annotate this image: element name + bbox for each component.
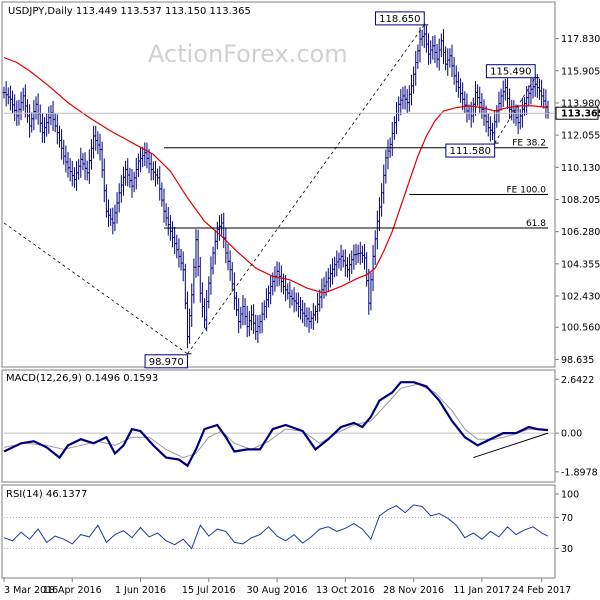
x-axis-label: 13 Oct 2016 (316, 585, 375, 596)
rsi-axis-label: 30 (561, 544, 573, 555)
pivot-label: 115.490 (485, 64, 540, 79)
macd-axis-label: 2.6422 (561, 375, 594, 386)
macd-layer (3, 381, 555, 468)
price-header: USDJPY,Daily 113.449 113.537 113.150 113… (8, 6, 251, 17)
macd-trend-line (473, 432, 549, 459)
macd-line (3, 381, 549, 468)
rsi-axis-label: 70 (561, 513, 573, 524)
x-axis-label: 15 Jul 2016 (182, 585, 236, 596)
macd-axis-label: 0.00 (561, 429, 582, 440)
macd-axis-label: -1.8978 (561, 467, 598, 478)
x-axis-label: 30 Aug 2016 (247, 585, 308, 596)
rsi-header: RSI(14) 46.1377 (6, 489, 87, 500)
x-axis-label: 24 Feb 2017 (512, 585, 571, 596)
price-axis-label: 113.980 (561, 98, 600, 109)
pivot-label: 118.650 (374, 11, 429, 26)
price-axis-label: 104.355 (561, 259, 600, 270)
svg-text:113.365: 113.365 (561, 109, 600, 120)
macd-header: MACD(12,26,9) 0.1496 0.1593 (6, 373, 158, 384)
pivot-label: 98.970 (144, 353, 192, 369)
price-axis-label: 100.560 (561, 323, 600, 334)
price-panel (1, 1, 556, 368)
trend-line (187, 24, 425, 355)
price-axis-label: 117.830 (561, 34, 600, 45)
rsi-panel (1, 484, 556, 579)
price-axis-label: 106.280 (561, 227, 600, 238)
svg-text:118.650: 118.650 (379, 14, 420, 25)
watermark: ActionForex.com (148, 40, 348, 68)
x-axis-label: 28 Nov 2016 (383, 585, 444, 596)
pivot-label: 111.580 (445, 142, 499, 158)
price-axis-label: 112.055 (561, 131, 600, 142)
price-axis-label: 108.205 (561, 195, 600, 206)
level-label: FE 38.2 (512, 139, 546, 149)
price-axis-label: 102.430 (561, 291, 600, 302)
x-axis-label: 11 Jan 2017 (453, 585, 510, 596)
trend-line (494, 77, 536, 144)
macd-panel (1, 369, 556, 483)
rsi-layer (3, 504, 555, 550)
svg-text:98.970: 98.970 (149, 357, 184, 368)
svg-text:115.490: 115.490 (490, 67, 531, 78)
price-axis-label: 110.130 (561, 163, 600, 174)
x-axis-label: 1 Jun 2016 (115, 585, 166, 596)
price-layer: FE 38.2 FE 100.0 61.8 118.650 115.490 111.580… (2, 11, 555, 369)
trend-line (3, 222, 188, 355)
price-axis-label: 115.905 (561, 66, 600, 77)
level-label: FE 100.0 (507, 186, 547, 196)
macd-signal-line (3, 383, 549, 459)
price-bar (546, 100, 550, 119)
rsi-line (3, 504, 549, 550)
current-price-label: 113.365 (555, 106, 600, 120)
axis-layer: 117.830 115.905 113.980 112.055 110.130 108.2… (3, 34, 600, 596)
level-label: 61.8 (526, 219, 546, 229)
x-axis-label: 3 Mar 2016 (4, 585, 58, 596)
svg-text:111.580: 111.580 (450, 146, 491, 157)
price-axis-label: 98.635 (561, 355, 594, 366)
rsi-axis-label: 100 (561, 490, 579, 501)
moving-average-line (3, 56, 549, 294)
x-axis-label: 18 Apr 2016 (43, 585, 102, 596)
